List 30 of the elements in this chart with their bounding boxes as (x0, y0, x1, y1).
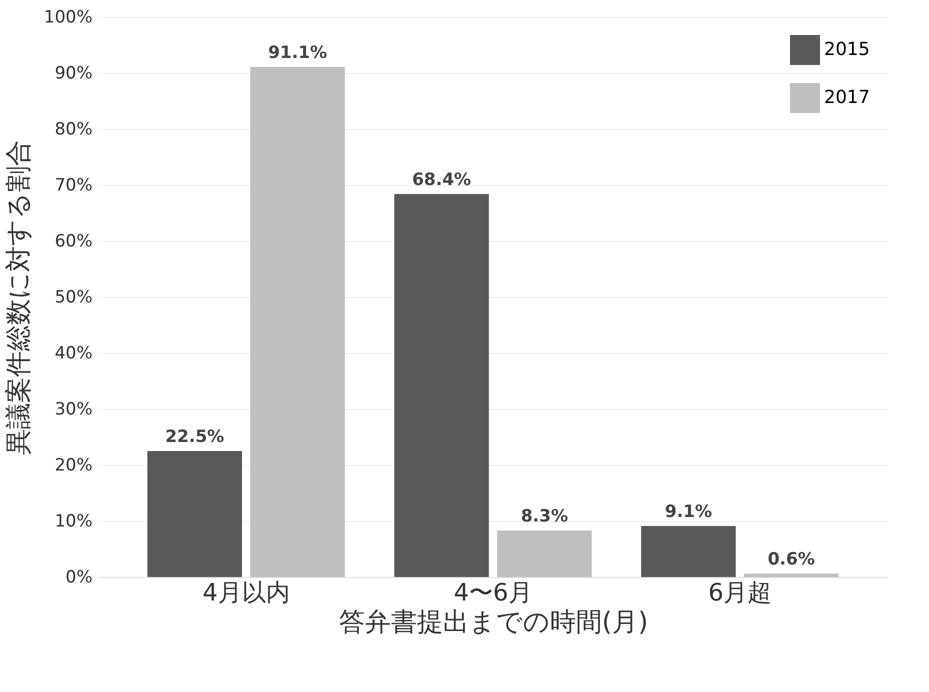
x-tick-label: 6月超 (708, 578, 772, 606)
x-tick-label: 4〜6月 (454, 578, 532, 606)
y-tick-label: 10% (54, 512, 92, 532)
y-tick-label: 20% (54, 456, 92, 476)
bar (147, 451, 242, 577)
data-label: 91.1% (268, 42, 328, 63)
bar (497, 530, 592, 577)
y-axis-title: 異議案件総数に対する割合 (4, 140, 34, 455)
bar (250, 66, 345, 577)
y-tick-label: 0% (66, 568, 92, 588)
y-tick-label: 70% (54, 176, 92, 196)
y-tick-label: 80% (54, 120, 92, 140)
y-tick-label: 60% (54, 232, 92, 252)
y-tick-label: 100% (44, 8, 92, 28)
data-label: 9.1% (664, 502, 712, 522)
data-label: 8.3% (520, 506, 568, 527)
x-axis-title: 答弁書提出までの時間(月) (338, 608, 648, 638)
legend-label: 2015 (824, 39, 870, 60)
x-tick-label: 4月以内 (202, 578, 290, 606)
bar (641, 526, 736, 577)
data-label: 68.4% (412, 170, 472, 190)
data-label: 22.5% (165, 427, 224, 447)
legend-label: 2017 (824, 87, 870, 108)
bar (744, 574, 839, 577)
y-tick-label: 30% (54, 400, 92, 420)
bar (394, 194, 489, 577)
y-tick-label: 40% (54, 344, 92, 364)
y-tick-label: 90% (54, 64, 92, 84)
y-tick-label: 50% (54, 288, 92, 308)
data-label: 0.6% (768, 550, 815, 570)
